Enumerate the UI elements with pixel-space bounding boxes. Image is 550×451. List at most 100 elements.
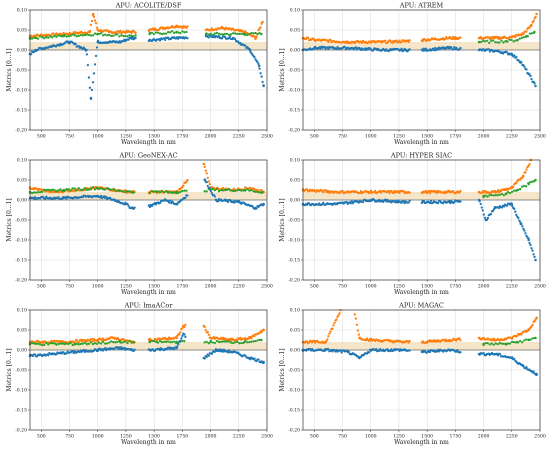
- data-point: [496, 189, 500, 192]
- data-point: [162, 340, 166, 343]
- data-point: [208, 183, 211, 186]
- data-point: [421, 350, 424, 354]
- data-point: [529, 181, 532, 184]
- data-point: [227, 33, 231, 37]
- data-point: [400, 41, 403, 44]
- data-point: [52, 32, 55, 35]
- data-point: [358, 191, 362, 195]
- data-point: [512, 189, 516, 192]
- data-point: [240, 32, 243, 35]
- data-point: [220, 37, 224, 40]
- data-point: [433, 47, 437, 50]
- data-point: [53, 34, 56, 38]
- data-point: [152, 190, 156, 193]
- data-point: [132, 340, 135, 344]
- data-point: [81, 342, 84, 345]
- data-point: [384, 39, 387, 42]
- data-point: [328, 332, 331, 335]
- data-point: [90, 338, 94, 341]
- data-point: [181, 326, 184, 330]
- data-point: [250, 31, 253, 35]
- data-point: [358, 336, 361, 340]
- data-point: [204, 169, 207, 172]
- data-point: [182, 324, 185, 328]
- x-tick-label: 1250: [393, 284, 405, 290]
- data-point: [512, 40, 515, 43]
- data-point: [175, 190, 178, 194]
- y-tick-label: -0.20: [15, 128, 27, 134]
- data-point: [178, 332, 181, 336]
- data-point: [424, 189, 428, 193]
- y-tick-label: -0.05: [15, 68, 27, 74]
- data-point: [158, 39, 162, 42]
- data-point: [329, 38, 332, 41]
- data-point: [261, 20, 264, 24]
- x-tick-label: 1750: [177, 434, 189, 440]
- data-point: [448, 338, 451, 342]
- data-point: [236, 340, 239, 343]
- series: [301, 158, 533, 195]
- data-point: [498, 41, 501, 44]
- data-point: [208, 186, 211, 190]
- data-point: [120, 189, 123, 192]
- data-point: [211, 187, 214, 191]
- data-point: [202, 356, 206, 360]
- data-point: [36, 48, 40, 51]
- data-point: [400, 201, 403, 205]
- x-tick-label: 1000: [365, 284, 377, 290]
- data-point: [62, 340, 66, 344]
- data-point: [243, 32, 246, 36]
- data-point: [398, 191, 401, 194]
- data-point: [179, 190, 182, 194]
- y-tick-label: -0.20: [288, 278, 300, 284]
- data-point: [525, 168, 528, 171]
- data-point: [492, 343, 495, 346]
- series: [28, 12, 264, 41]
- data-point: [359, 190, 363, 193]
- data-point: [169, 191, 172, 194]
- data-point: [260, 75, 263, 78]
- data-point: [331, 327, 334, 330]
- data-point: [260, 330, 263, 334]
- data-point: [93, 188, 97, 191]
- data-point: [39, 35, 42, 38]
- data-point: [234, 341, 237, 344]
- data-point: [327, 335, 330, 338]
- y-tick-label: 0.00: [290, 198, 300, 204]
- data-point: [358, 356, 361, 360]
- data-point: [335, 47, 338, 51]
- data-point: [497, 206, 501, 210]
- data-point: [500, 192, 504, 196]
- data-point: [259, 72, 262, 75]
- data-point: [530, 77, 533, 81]
- data-point: [490, 39, 493, 42]
- data-point: [508, 342, 512, 345]
- data-point: [428, 192, 432, 195]
- data-point: [82, 348, 85, 352]
- data-point: [156, 31, 160, 34]
- data-point: [250, 189, 253, 192]
- data-point: [62, 34, 66, 38]
- y-tick-label: -0.10: [288, 388, 300, 394]
- data-point: [219, 340, 223, 344]
- data-point: [243, 30, 246, 34]
- data-point: [88, 86, 92, 89]
- data-point: [148, 338, 151, 342]
- x-tick-label: 750: [65, 134, 74, 140]
- data-point: [253, 334, 256, 338]
- data-point: [158, 340, 162, 343]
- data-point: [61, 342, 64, 345]
- x-tick-label: 1000: [92, 434, 104, 440]
- x-tick-label: 2250: [506, 284, 518, 290]
- data-point: [41, 190, 44, 193]
- data-point: [209, 189, 212, 193]
- data-point: [204, 34, 208, 38]
- data-point: [162, 32, 166, 35]
- data-point: [180, 337, 183, 340]
- x-tick-label: 500: [310, 434, 319, 440]
- data-point: [101, 188, 105, 191]
- data-point: [504, 39, 508, 43]
- data-point: [177, 343, 180, 346]
- data-point: [532, 370, 535, 373]
